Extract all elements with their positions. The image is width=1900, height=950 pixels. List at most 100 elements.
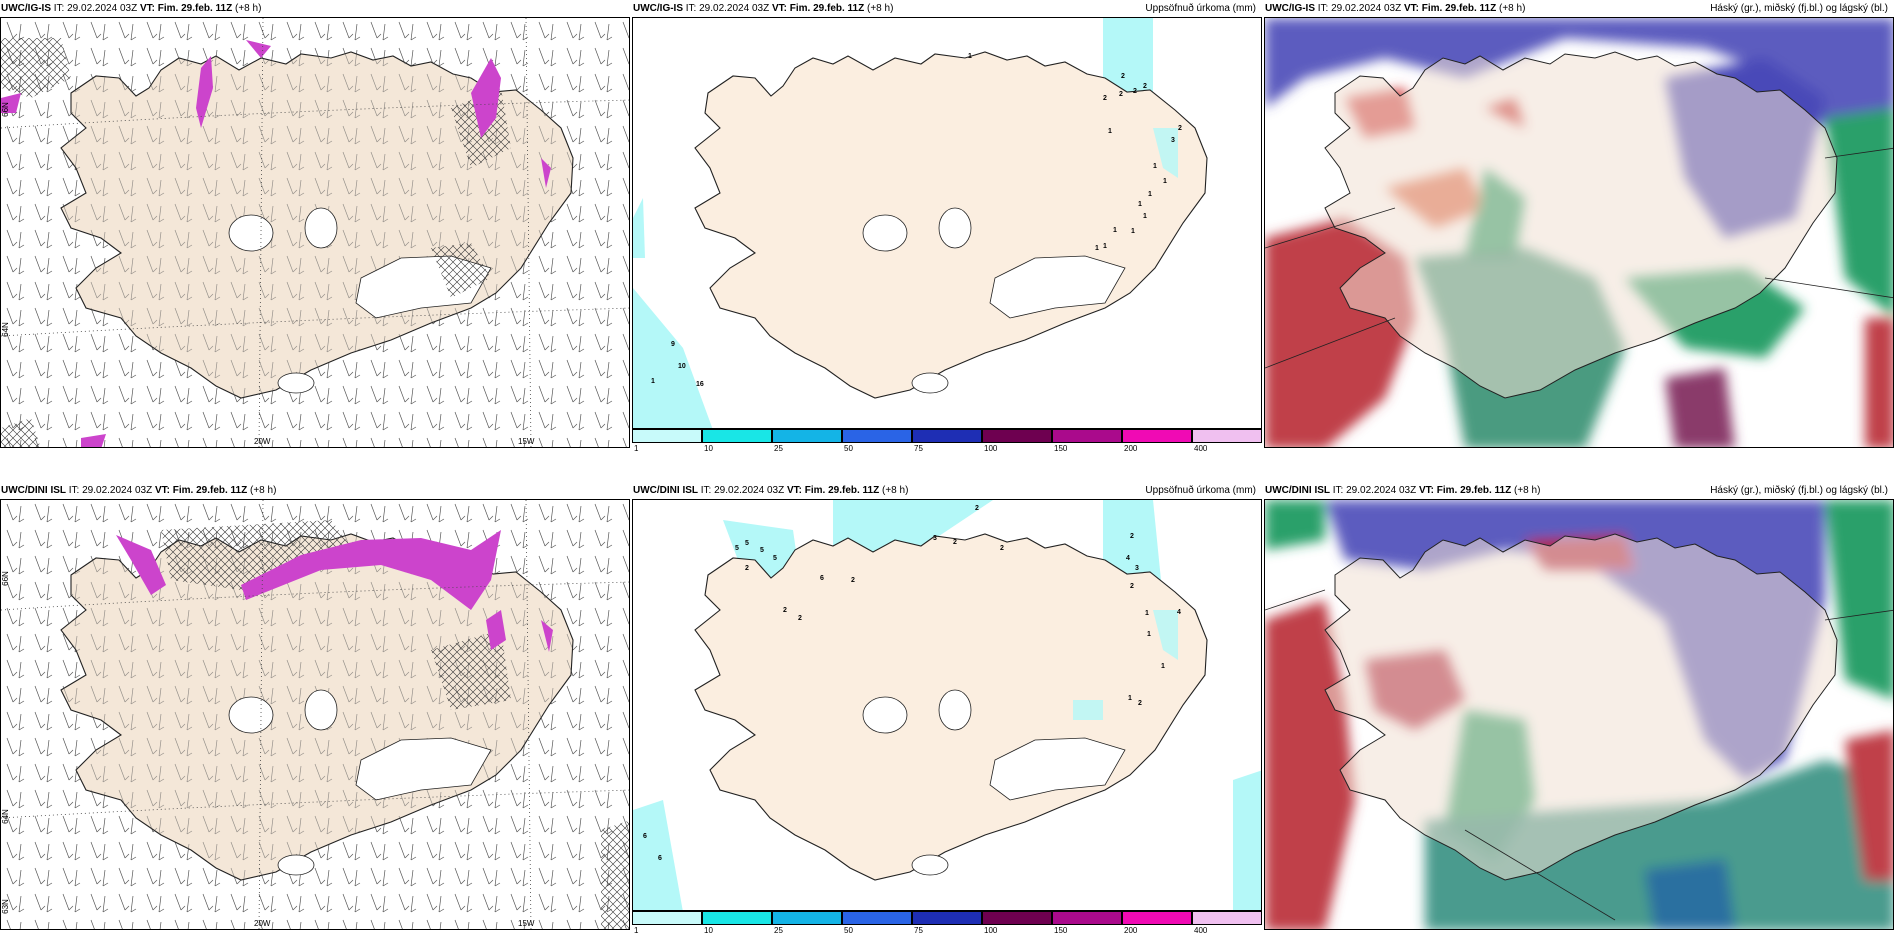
colorbar-tick-label: 100 bbox=[984, 926, 998, 935]
precip-value: 2 bbox=[1178, 125, 1182, 132]
valid-time: Fim. 29.feb. 11Z bbox=[157, 3, 233, 14]
lat-label-64n: 64N bbox=[0, 322, 10, 337]
lon-label-20w: 20W bbox=[254, 919, 271, 928]
panel-header: UWC/IG-IS IT: 29.02.2024 03Z VT: Fim. 29… bbox=[632, 0, 1262, 17]
precip-value: 2 bbox=[1130, 533, 1134, 540]
colorbar-swatch bbox=[842, 429, 912, 443]
colorbar-tick-label: 25 bbox=[774, 444, 783, 453]
precip-value: 4 bbox=[1177, 609, 1181, 616]
precip-value: 2 bbox=[1143, 83, 1147, 90]
precip-value: 1 bbox=[1113, 227, 1117, 234]
precip-value: 2 bbox=[1138, 700, 1142, 707]
lat-label-64n: 64N bbox=[0, 809, 10, 824]
colorbar-swatch bbox=[1122, 911, 1192, 925]
lead-time: (+8 h) bbox=[882, 485, 909, 496]
precip-value: 5 bbox=[773, 555, 777, 562]
init-time: 29.02.2024 03Z bbox=[67, 3, 138, 14]
colorbar-swatch bbox=[1192, 429, 1262, 443]
cloud-map bbox=[1264, 17, 1894, 448]
precip-title: Uppsöfnuð úrkoma (mm) bbox=[1145, 485, 1256, 496]
colorbar-tick-label: 50 bbox=[844, 444, 853, 453]
colorbar-tick-label: 50 bbox=[844, 926, 853, 935]
lat-label-63n: 63N bbox=[0, 899, 10, 914]
precip-value: 1 bbox=[1143, 213, 1147, 220]
colorbar-tick-label: 200 bbox=[1124, 444, 1138, 453]
colorbar: 1 10 25 50 75 100 150 200 400 bbox=[632, 911, 1262, 935]
colorbar-tick-label: 25 bbox=[774, 926, 783, 935]
precip-value: 2 bbox=[798, 615, 802, 622]
precip-value: 2 bbox=[1119, 91, 1123, 98]
colorbar-swatch bbox=[982, 911, 1052, 925]
colorbar-tick-label: 1 bbox=[634, 444, 639, 453]
precip-value: 5 bbox=[735, 545, 739, 552]
lead-time: (+8 h) bbox=[250, 485, 277, 496]
valid-time: Fim. 29.feb. 11Z bbox=[1436, 485, 1512, 496]
valid-time: Fim. 29.feb. 11Z bbox=[804, 485, 880, 496]
wind-map-svg bbox=[1, 500, 629, 929]
init-time: 29.02.2024 03Z bbox=[1346, 485, 1417, 496]
colorbar-swatch bbox=[982, 429, 1052, 443]
precip-value: 1 bbox=[1153, 163, 1157, 170]
precip-value: 5 bbox=[760, 547, 764, 554]
precip-value: 1 bbox=[651, 378, 655, 385]
init-time: 29.02.2024 03Z bbox=[1331, 3, 1402, 14]
wind-map-svg bbox=[1, 18, 629, 447]
colorbar-swatch bbox=[912, 429, 982, 443]
colorbar-swatch bbox=[772, 429, 842, 443]
precip-value: 1 bbox=[1103, 243, 1107, 250]
precip-value: 1 bbox=[1131, 228, 1135, 235]
colorbar-swatch bbox=[702, 911, 772, 925]
precip-value: 2 bbox=[745, 565, 749, 572]
lon-label-15w: 15W bbox=[518, 919, 535, 928]
cloud-title: Háský (gr.), miðský (fj.bl.) og lágský (… bbox=[1710, 485, 1888, 496]
precip-value: 1 bbox=[1148, 191, 1152, 198]
precip-value: 3 bbox=[933, 535, 937, 542]
precip-map: 1 2 2 2 2 2 2 1 3 1 1 1 1 1 1 1 1 1 9 10 16 1 bbox=[632, 17, 1262, 429]
wind-map bbox=[0, 499, 630, 930]
precip-value: 2 bbox=[851, 577, 855, 584]
precip-value: 6 bbox=[643, 833, 647, 840]
colorbar-tick-label: 200 bbox=[1124, 926, 1138, 935]
precip-value: 2 bbox=[1133, 88, 1137, 95]
colorbar-swatch bbox=[1052, 911, 1122, 925]
precip-value: 1 bbox=[1128, 695, 1132, 702]
precip-panel-bottom: UWC/DINI ISL IT: 29.02.2024 03Z VT: Fim.… bbox=[632, 482, 1262, 935]
model-name: UWC/IG-IS bbox=[633, 3, 683, 14]
wind-map bbox=[0, 17, 630, 448]
model-name: UWC/IG-IS bbox=[1265, 3, 1315, 14]
colorbar-tick-label: 150 bbox=[1054, 444, 1068, 453]
lead-time: (+8 h) bbox=[867, 3, 894, 14]
colorbar-swatch bbox=[632, 911, 702, 925]
colorbar-tick-label: 400 bbox=[1194, 444, 1208, 453]
colorbar-tick-label: 75 bbox=[914, 444, 923, 453]
colorbar-tick-label: 75 bbox=[914, 926, 923, 935]
init-time: 29.02.2024 03Z bbox=[714, 485, 785, 496]
panel-header: UWC/DINI ISL IT: 29.02.2024 03Z VT: Fim.… bbox=[632, 482, 1262, 499]
wind-panel-bottom: UWC/DINI ISL IT: 29.02.2024 03Z VT: Fim.… bbox=[0, 482, 630, 930]
precip-value: 2 bbox=[953, 539, 957, 546]
init-time: 29.02.2024 03Z bbox=[699, 3, 770, 14]
precip-value: 1 bbox=[1095, 245, 1099, 252]
precip-panel-top: UWC/IG-IS IT: 29.02.2024 03Z VT: Fim. 29… bbox=[632, 0, 1262, 453]
precip-value: 3 bbox=[1135, 565, 1139, 572]
panel-header: UWC/IG-IS IT: 29.02.2024 03Z VT: Fim. 29… bbox=[1, 3, 262, 14]
lead-time: (+8 h) bbox=[1499, 3, 1526, 14]
precip-value: 1 bbox=[1108, 128, 1112, 135]
precip-value: 9 bbox=[671, 341, 675, 348]
cloud-map bbox=[1264, 499, 1894, 930]
precip-value: 6 bbox=[658, 855, 662, 862]
lead-time: (+8 h) bbox=[1514, 485, 1541, 496]
colorbar-tick-label: 10 bbox=[704, 926, 713, 935]
colorbar-swatch bbox=[912, 911, 982, 925]
model-name: UWC/DINI ISL bbox=[633, 485, 698, 496]
panel-header: UWC/DINI ISL IT: 29.02.2024 03Z VT: Fim.… bbox=[1, 485, 277, 496]
precip-value: 1 bbox=[1138, 201, 1142, 208]
cloud-panel-top: UWC/IG-IS IT: 29.02.2024 03Z VT: Fim. 29… bbox=[1264, 0, 1894, 448]
precip-value: 1 bbox=[1145, 610, 1149, 617]
precip-value: 4 bbox=[1126, 555, 1130, 562]
